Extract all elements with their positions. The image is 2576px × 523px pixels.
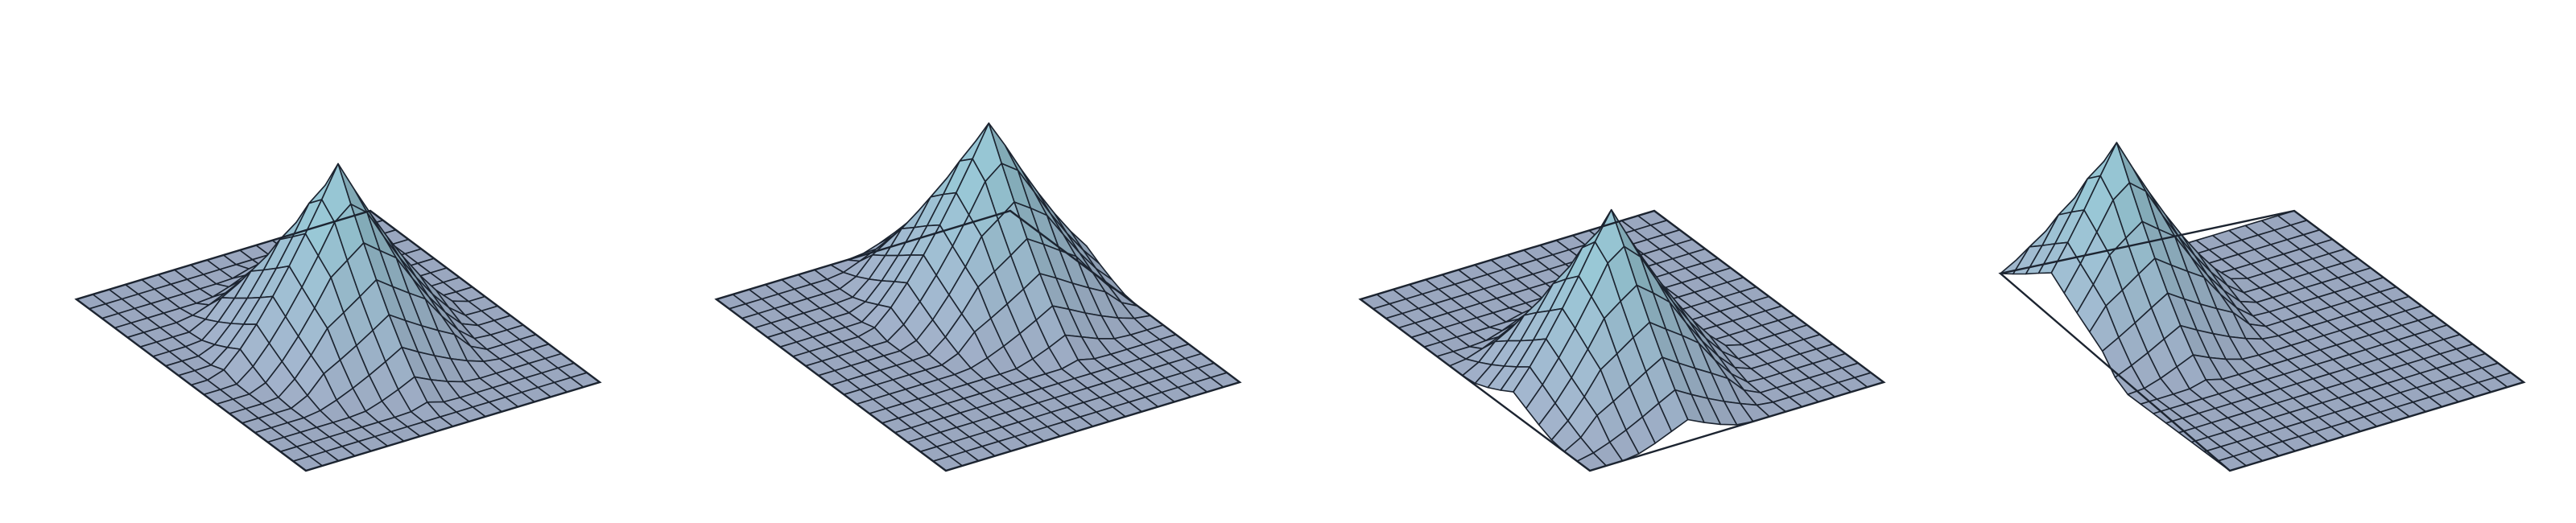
surface-peak-back-left: [1360, 210, 1884, 471]
surface-peak-back-right: [716, 123, 1240, 471]
surface-peak-far-back: [2000, 142, 2524, 471]
surface-peak-center: [76, 164, 600, 472]
